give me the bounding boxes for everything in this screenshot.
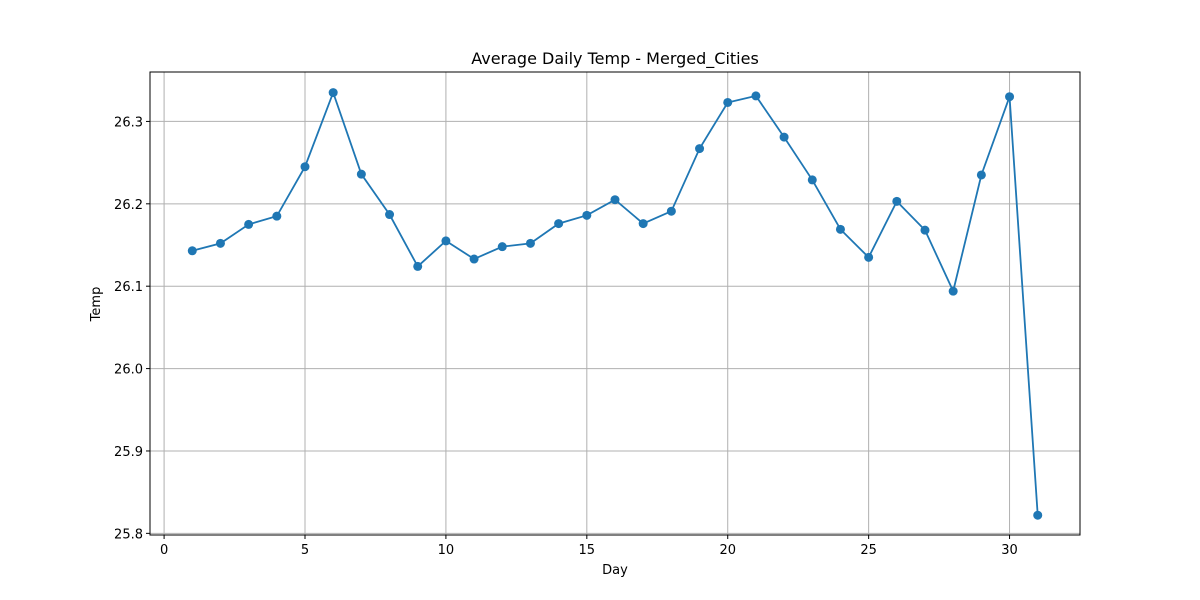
data-point: [610, 195, 620, 205]
data-point: [469, 254, 479, 264]
data-point: [807, 175, 817, 185]
data-point: [244, 219, 254, 229]
axis-ticks: 0 5 10 15 20 25 30 25.8 25.9 26.0 26.1 26.2 26.3: [114, 115, 1018, 558]
y-tick-label: 26.0: [114, 363, 143, 378]
data-point: [835, 224, 845, 234]
data-point: [497, 242, 507, 252]
x-tick-label: 10: [438, 543, 455, 558]
x-tick-label: 25: [860, 543, 877, 558]
data-point: [356, 169, 366, 179]
data-point: [300, 162, 310, 172]
data-point: [385, 210, 395, 220]
y-tick-label: 26.3: [114, 115, 143, 130]
data-point: [666, 206, 676, 216]
data-point: [948, 286, 958, 296]
data-point: [582, 210, 592, 220]
data-point: [892, 196, 902, 206]
y-tick-label: 26.2: [114, 198, 143, 213]
x-axis-label: Day: [602, 563, 628, 578]
data-point: [638, 219, 648, 229]
data-point: [441, 236, 451, 246]
data-point: [554, 219, 564, 229]
data-point: [920, 225, 930, 235]
x-tick-label: 30: [1001, 543, 1018, 558]
data-point: [723, 97, 733, 107]
series-layer: [187, 88, 1043, 520]
data-point: [751, 91, 761, 101]
plot-frame: [149, 71, 1081, 536]
x-tick-label: 20: [719, 543, 736, 558]
y-tick-label: 25.9: [114, 445, 143, 460]
data-point: [525, 238, 535, 248]
grid: [150, 72, 1080, 535]
data-point: [413, 261, 423, 271]
data-point: [187, 246, 197, 256]
data-point: [864, 252, 874, 262]
x-tick-label: 0: [160, 543, 168, 558]
data-point: [695, 144, 705, 154]
data-point: [1005, 92, 1015, 102]
y-axis-label: Temp: [89, 287, 104, 323]
data-point: [779, 132, 789, 142]
chart-title: Average Daily Temp - Merged_Cities: [471, 49, 759, 69]
x-tick-label: 15: [579, 543, 596, 558]
x-tick-label: 5: [301, 543, 309, 558]
y-tick-label: 25.8: [114, 527, 143, 542]
y-tick-label: 26.1: [114, 280, 143, 295]
data-point: [215, 238, 225, 248]
data-point: [976, 170, 986, 180]
data-point: [272, 211, 282, 221]
data-point: [328, 88, 338, 98]
data-point: [1033, 510, 1043, 520]
